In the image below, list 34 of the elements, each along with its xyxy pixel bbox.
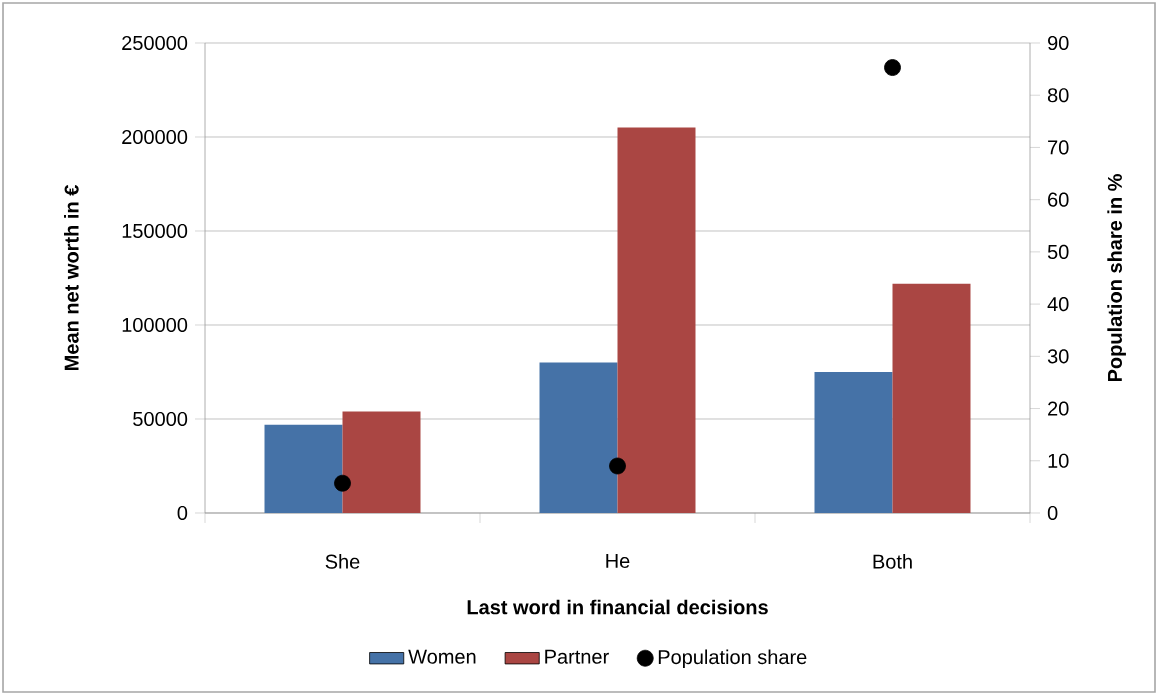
y-tick-label: 200000 <box>122 129 188 145</box>
x-tick-label: Both <box>873 554 912 569</box>
y2-tick-label: 70 <box>1048 140 1069 155</box>
x-tick-label: She <box>325 554 360 569</box>
y-tick-label: 0 <box>177 505 188 521</box>
bar <box>892 283 971 513</box>
y2-tick-label: 60 <box>1048 192 1069 207</box>
y2-tick-label: 30 <box>1047 349 1069 364</box>
legend-label: Population share <box>658 649 807 669</box>
y-axis-title: Mean net worth in € <box>64 184 79 370</box>
y2-tick-label: 50 <box>1047 244 1069 259</box>
point <box>884 59 901 76</box>
legend-label: Women <box>408 649 476 664</box>
y2-tick-label: 0 <box>1047 505 1058 521</box>
y2-axis-title: Population share in % <box>1107 174 1126 382</box>
bar <box>264 424 343 513</box>
y-tick-label: 50000 <box>133 411 188 427</box>
y2-tick-label: 90 <box>1048 35 1069 51</box>
x-axis-title: Last word in financial decisions <box>467 599 768 615</box>
y2-tick-label: 40 <box>1047 297 1069 312</box>
y-tick-label: 250000 <box>122 35 188 51</box>
legend-label: Partner <box>545 649 609 664</box>
y-tick-label: 150000 <box>122 223 188 239</box>
bar <box>539 362 618 513</box>
x-tick-label: He <box>606 554 630 568</box>
y2-tick-label: 80 <box>1047 88 1069 103</box>
point <box>334 474 351 492</box>
bar <box>342 411 421 513</box>
y2-tick-label: 10 <box>1048 453 1069 468</box>
bar <box>814 371 893 513</box>
y-tick-label: 100000 <box>122 317 188 333</box>
point <box>609 457 626 475</box>
y2-tick-label: 20 <box>1048 401 1069 416</box>
bar <box>617 127 696 513</box>
